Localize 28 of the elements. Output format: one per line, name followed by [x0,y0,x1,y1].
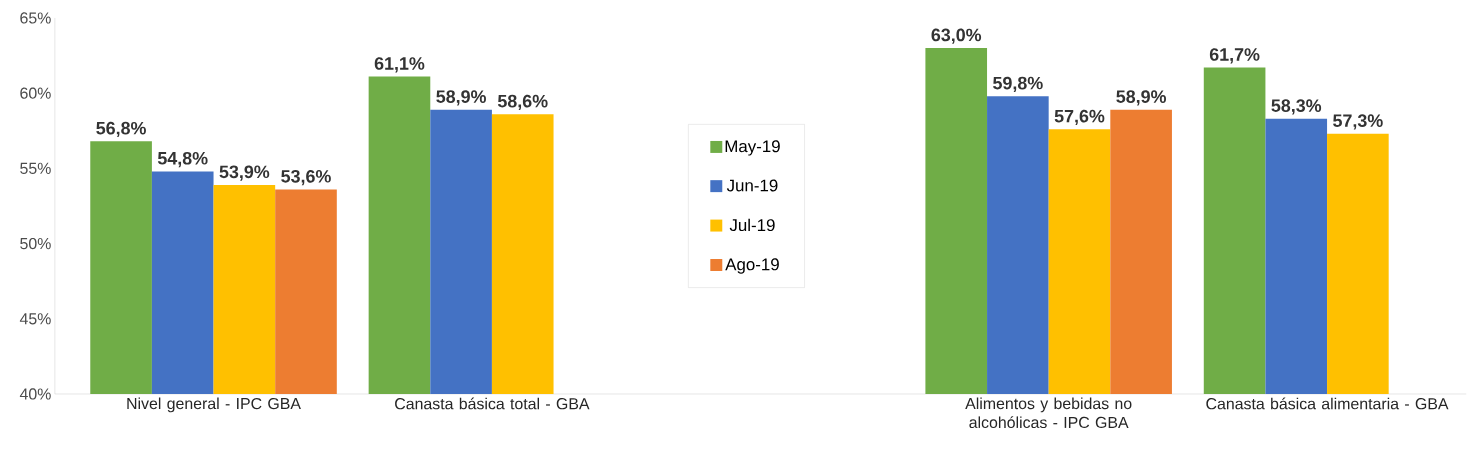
y-tick-label: 40% [19,388,51,400]
y-tick-label: 50% [20,238,51,250]
data-label: 63,0% [931,28,982,44]
x-tick-label: Canasta básica total - GBA [395,397,590,410]
x-tick-label: Nivel general - IPC GBA [127,397,301,413]
data-label: 53,6% [281,170,331,186]
data-label: 54,8% [157,152,208,168]
data-label: 61,7% [1209,48,1260,64]
data-label: 58,6% [497,94,548,111]
x-tick-label: Alimentos y bebidas no alcohólicas - IPC GBA [965,397,1132,429]
legend-label: May-19 [725,140,780,156]
y-tick-label: 60% [20,87,51,99]
data-label: 53,9% [219,165,270,181]
data-label: 58,3% [1271,99,1322,115]
data-label: 58,9% [436,90,486,106]
data-label: 59,8% [993,76,1043,93]
data-label: 61,1% [374,57,425,73]
y-tick-label: 55% [20,162,51,175]
legend-label: Jun-19 [726,179,778,192]
data-label: 58,9% [1116,90,1166,106]
data-label: 57,3% [1333,114,1383,130]
data-label: 57,6% [1054,109,1105,126]
legend-label: Jul-19 [729,218,775,232]
legend-label: Ago-19 [725,258,779,274]
x-tick-label: Canasta básica alimentaria - GBA [1206,397,1449,410]
y-tick-label: 65% [20,12,51,24]
data-label: 56,8% [96,121,146,138]
y-tick-label: 45% [19,313,51,325]
